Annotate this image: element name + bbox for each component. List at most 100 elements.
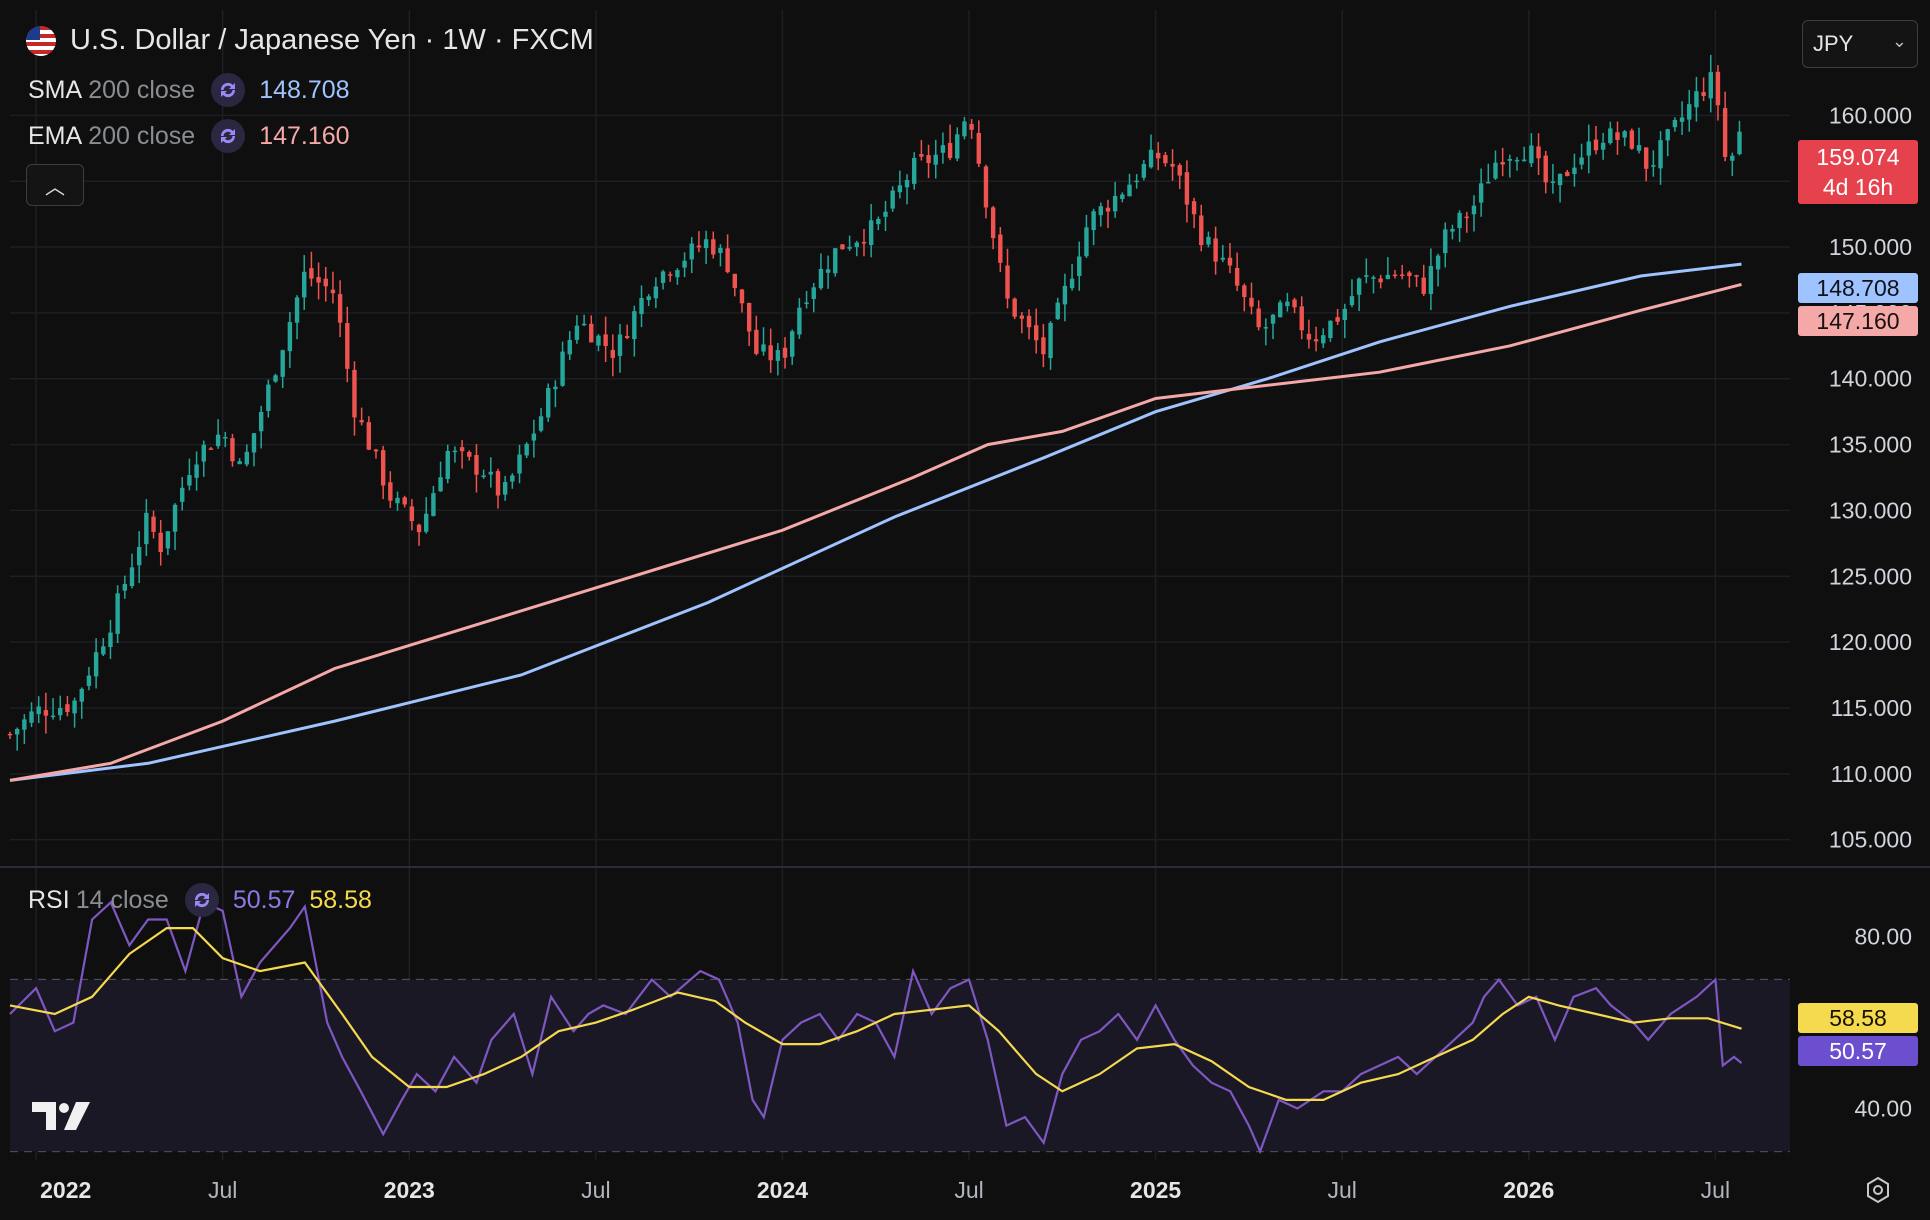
candle-body xyxy=(1077,256,1082,276)
candle-body xyxy=(445,451,450,480)
candle-body xyxy=(1529,145,1534,164)
candle-body xyxy=(1493,162,1498,179)
candle-body xyxy=(955,134,960,159)
candle-body xyxy=(1048,322,1053,359)
candle-body xyxy=(201,444,206,462)
refresh-icon[interactable] xyxy=(211,73,246,107)
legend-rsi-args: 14 close xyxy=(75,885,169,914)
settings-icon[interactable] xyxy=(1864,1176,1892,1209)
y-tick-label: 160.000 xyxy=(1829,102,1912,128)
candle-body xyxy=(1299,306,1304,331)
candle-body xyxy=(653,286,659,299)
bar-countdown: 4d 16h xyxy=(1822,174,1894,200)
candle-body xyxy=(1285,301,1290,307)
candle-body xyxy=(818,268,824,289)
candle-body xyxy=(1349,296,1355,306)
candle-body xyxy=(1464,216,1469,219)
candle-body xyxy=(689,243,694,260)
candle-body xyxy=(122,583,128,591)
candle-body xyxy=(1658,140,1663,169)
legend-sma[interactable]: SMA 200 close 148.708 xyxy=(28,72,350,108)
candle-body xyxy=(395,497,400,504)
candle-body xyxy=(1270,314,1276,324)
candle-body xyxy=(409,506,415,522)
candle-body xyxy=(266,384,271,411)
candle-body xyxy=(1550,181,1556,183)
candle-body xyxy=(151,516,156,532)
candle-body xyxy=(129,567,135,587)
candle-body xyxy=(969,124,974,130)
candle-body xyxy=(1414,275,1419,277)
candle-body xyxy=(14,728,20,735)
candle-body xyxy=(610,349,616,358)
last-price: 159.074 xyxy=(1816,144,1900,170)
candle-body xyxy=(1148,149,1154,168)
legend-rsi[interactable]: RSI 14 close 50.57 58.58 xyxy=(28,882,372,918)
candles xyxy=(7,54,1742,751)
candle-body xyxy=(825,269,831,273)
candle-body xyxy=(237,461,242,465)
candle-body xyxy=(1177,165,1182,176)
legend-ema-value: 147.160 xyxy=(259,121,350,150)
candle-body xyxy=(1608,128,1613,144)
candle-body xyxy=(1191,201,1197,215)
symbol-title[interactable]: U.S. Dollar / Japanese Yen · 1W · FXCM xyxy=(70,24,594,56)
candle-body xyxy=(1665,129,1670,141)
candle-body xyxy=(1514,159,1520,162)
candle-body xyxy=(524,443,529,456)
candle-body xyxy=(1672,119,1678,128)
candle-body xyxy=(1199,215,1204,246)
refresh-icon[interactable] xyxy=(211,119,246,153)
candle-body xyxy=(790,331,795,357)
candle-body xyxy=(1292,299,1297,308)
candle-body xyxy=(531,433,537,441)
candle-body xyxy=(1507,159,1513,161)
collapse-legend-button[interactable]: ︿ xyxy=(26,164,84,206)
candle-body xyxy=(603,334,608,346)
x-tick-label: Jul xyxy=(1701,1177,1730,1203)
candle-body xyxy=(172,504,178,532)
candle-body xyxy=(309,268,314,279)
x-tick-label: 2023 xyxy=(384,1177,435,1203)
candle-body xyxy=(1127,184,1132,197)
candle-body xyxy=(101,646,106,655)
candle-body xyxy=(732,273,738,289)
candle-body xyxy=(1392,274,1398,277)
candle-body xyxy=(115,593,120,634)
candle-body xyxy=(1500,162,1505,165)
candle-body xyxy=(1486,181,1491,184)
candle-body xyxy=(804,302,809,304)
pane-separator[interactable] xyxy=(0,866,1930,868)
candle-body xyxy=(797,307,802,335)
legend-rsi-name: RSI xyxy=(28,885,70,914)
candle-body xyxy=(1213,238,1218,262)
candle-body xyxy=(1141,164,1147,178)
candle-body xyxy=(29,711,34,723)
candle-body xyxy=(1715,71,1721,106)
candle-body xyxy=(876,218,881,225)
currency-select[interactable]: JPY ⌄ xyxy=(1802,20,1918,68)
candle-body xyxy=(1687,104,1692,120)
last-price-tag: 159.074 4d 16h xyxy=(1798,140,1918,204)
candle-body xyxy=(761,344,766,352)
candle-body xyxy=(1478,183,1484,203)
tradingview-logo[interactable] xyxy=(32,1100,94,1137)
refresh-icon[interactable] xyxy=(184,883,219,917)
y-tick-label: 140.000 xyxy=(1829,366,1912,392)
y-tick-label: 115.000 xyxy=(1831,695,1912,721)
candle-body xyxy=(990,207,996,239)
candle-body xyxy=(703,239,709,249)
legend-ema-args: 200 close xyxy=(88,121,196,150)
legend-ema[interactable]: EMA 200 close 147.160 xyxy=(28,118,350,154)
candle-body xyxy=(675,270,680,278)
candle-body xyxy=(1651,165,1656,167)
candle-body xyxy=(739,289,745,304)
rsi-tag: 50.57 xyxy=(1798,1036,1918,1066)
candle-body xyxy=(567,340,572,355)
ema-line xyxy=(9,282,1742,782)
sma-price-tag: 148.708 xyxy=(1798,273,1918,303)
candle-body xyxy=(1371,277,1376,279)
candle-body xyxy=(983,166,989,208)
candle-body xyxy=(1622,131,1627,138)
